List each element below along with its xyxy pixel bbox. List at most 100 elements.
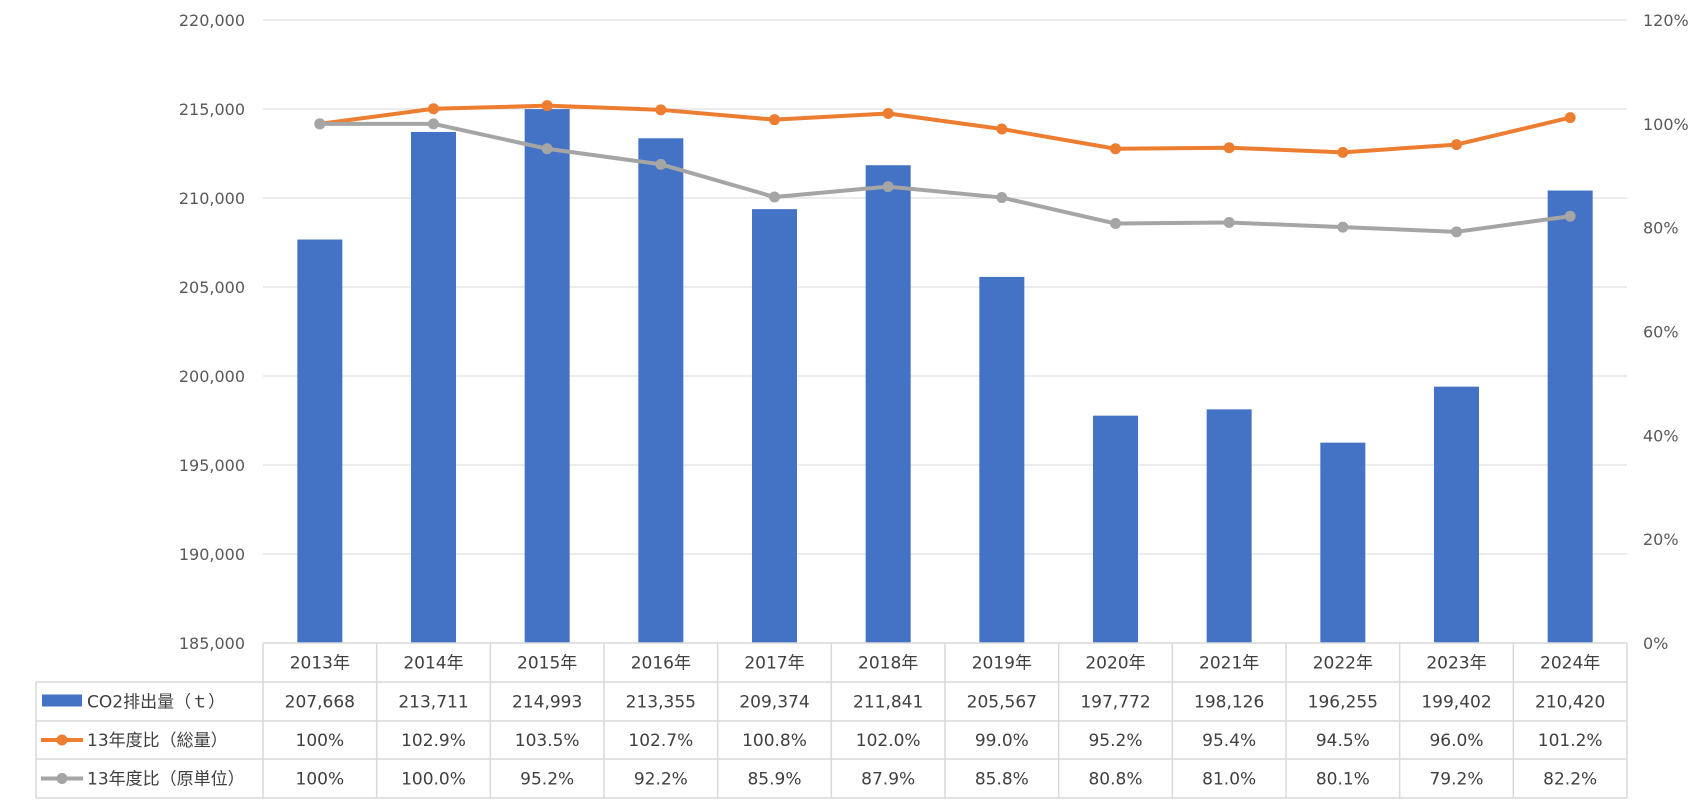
- bar-co2-emission: [1434, 386, 1479, 643]
- category-label: 2019年: [972, 654, 1032, 674]
- left-axis-tick-label: 195,000: [179, 456, 245, 475]
- bar-co2-emission: [1320, 442, 1366, 643]
- point-intensity-ratio: [428, 118, 439, 130]
- data-table-value: 100.0%: [401, 770, 466, 790]
- data-table-value: 95.2%: [520, 770, 574, 790]
- data-table-value: 207,668: [285, 693, 355, 713]
- point-intensity-ratio: [1337, 221, 1349, 233]
- data-table-value: 80.1%: [1316, 770, 1370, 790]
- data-table-value: 198,126: [1194, 693, 1264, 713]
- series-name-label: 13年度比（総量）: [87, 731, 228, 751]
- right-axis-tick-label: 0%: [1643, 634, 1668, 653]
- data-table-value: 100%: [296, 731, 345, 751]
- bar-co2-emission: [1547, 190, 1593, 644]
- point-total-ratio: [1451, 139, 1462, 151]
- point-intensity-ratio: [769, 191, 780, 203]
- data-table-value: 210,420: [1535, 693, 1605, 713]
- data-table-value: 199,402: [1421, 693, 1491, 713]
- data-table-value: 209,374: [739, 693, 809, 713]
- left-axis-tick-label: 200,000: [179, 367, 245, 386]
- data-table-value: 214,993: [512, 693, 582, 713]
- bar-co2-emission: [752, 209, 797, 643]
- bar-co2-emission: [979, 276, 1025, 643]
- left-axis-tick-label: 205,000: [179, 278, 245, 297]
- series-name-label: CO2排出量（ｔ）: [87, 693, 225, 713]
- data-table-value: 80.8%: [1088, 770, 1142, 790]
- category-label: 2018年: [858, 654, 918, 674]
- data-table-value: 102.0%: [856, 731, 921, 751]
- left-axis-tick-label: 215,000: [179, 100, 245, 119]
- bar-co2-emission: [1206, 409, 1252, 643]
- point-total-ratio: [1110, 143, 1121, 155]
- point-intensity-ratio: [1223, 216, 1235, 228]
- point-intensity-ratio: [996, 192, 1008, 204]
- point-intensity-ratio: [541, 143, 553, 155]
- right-axis-tick-label: 40%: [1643, 426, 1679, 445]
- data-table-value: 94.5%: [1316, 731, 1370, 751]
- category-label: 2013年: [290, 654, 350, 674]
- category-label: 2014年: [403, 654, 463, 674]
- right-axis-tick-label: 20%: [1643, 530, 1679, 549]
- data-table-value: 211,841: [853, 693, 923, 713]
- point-intensity-ratio: [882, 181, 894, 193]
- data-table-value: 197,772: [1080, 693, 1150, 713]
- data-table-value: 95.4%: [1202, 731, 1256, 751]
- bar-co2-emission: [865, 165, 911, 643]
- category-label: 2024年: [1540, 654, 1600, 674]
- left-axis-tick-label: 210,000: [179, 189, 245, 208]
- data-table-value: 85.8%: [975, 770, 1029, 790]
- point-total-ratio: [882, 107, 894, 119]
- right-axis-tick-label: 60%: [1643, 323, 1679, 342]
- data-table-value: 196,255: [1308, 693, 1378, 713]
- point-total-ratio: [541, 100, 553, 112]
- data-table-value: 92.2%: [634, 770, 688, 790]
- right-axis-tick-label: 100%: [1643, 115, 1689, 134]
- left-axis-tick-label: 220,000: [179, 11, 245, 30]
- bar-co2-emission: [411, 131, 456, 643]
- point-intensity-ratio: [655, 158, 667, 170]
- line-total-ratio: [319, 103, 1571, 155]
- bar-co2-emission: [297, 239, 343, 644]
- line-intensity-ratio: [319, 121, 1571, 234]
- data-table-value: 85.9%: [747, 770, 801, 790]
- data-table-value: 96.0%: [1429, 731, 1483, 751]
- point-intensity-ratio: [314, 118, 326, 130]
- legend-key-marker: [56, 773, 68, 784]
- legend-key-marker: [56, 734, 68, 746]
- category-label: 2023年: [1426, 654, 1486, 674]
- point-total-ratio: [655, 104, 667, 116]
- right-axis-tick-label: 120%: [1643, 11, 1689, 30]
- right-axis-tick-label: 80%: [1643, 219, 1679, 238]
- data-table-value: 99.0%: [975, 731, 1029, 751]
- point-intensity-ratio: [1110, 218, 1121, 230]
- bar-co2-emission: [638, 138, 684, 643]
- data-table-value: 82.2%: [1543, 770, 1597, 790]
- point-total-ratio: [428, 103, 439, 115]
- point-total-ratio: [769, 114, 780, 126]
- point-intensity-ratio: [1451, 226, 1462, 238]
- left-axis-tick-label: 190,000: [179, 545, 245, 564]
- data-table-value: 81.0%: [1202, 770, 1256, 790]
- category-label: 2016年: [631, 654, 691, 674]
- bar-co2-emission: [524, 109, 570, 643]
- legend-key-bar: [42, 694, 82, 707]
- point-intensity-ratio: [1564, 210, 1576, 222]
- data-table-value: 79.2%: [1429, 770, 1483, 790]
- point-total-ratio: [996, 123, 1008, 135]
- data-table-value: 100%: [296, 770, 345, 790]
- category-label: 2017年: [744, 654, 804, 674]
- bar-co2-emission: [1093, 415, 1138, 643]
- data-table-value: 95.2%: [1088, 731, 1142, 751]
- data-table-value: 101.2%: [1538, 731, 1603, 751]
- data-table-value: 205,567: [967, 693, 1037, 713]
- category-label: 2021年: [1199, 654, 1259, 674]
- left-axis-tick-label: 185,000: [179, 634, 245, 653]
- data-table-value: 103.5%: [515, 731, 580, 751]
- data-table-value: 87.9%: [861, 770, 915, 790]
- data-table-value: 100.8%: [742, 731, 807, 751]
- category-label: 2020年: [1085, 654, 1145, 674]
- category-label: 2015年: [517, 654, 577, 674]
- point-total-ratio: [1337, 146, 1349, 158]
- series-name-label: 13年度比（原単位）: [87, 770, 245, 790]
